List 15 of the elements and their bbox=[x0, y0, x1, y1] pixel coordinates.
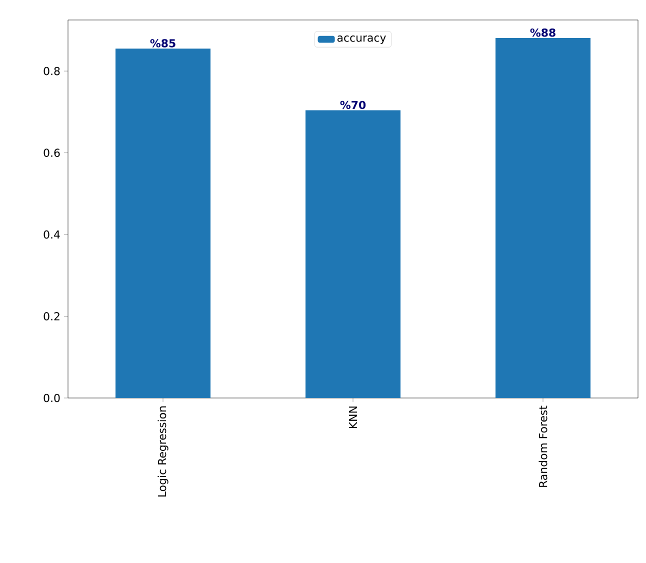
x-tick-label: KNN bbox=[349, 406, 357, 428]
bar bbox=[116, 48, 210, 398]
bar bbox=[496, 38, 591, 398]
data-label: %85 bbox=[150, 39, 176, 48]
x-tick-label: Random Forest bbox=[538, 406, 548, 487]
x-tick-label: Logic Regression bbox=[158, 406, 168, 497]
legend-label: accuracy bbox=[337, 36, 386, 44]
bar bbox=[306, 110, 401, 398]
y-tick-label: 0.2 bbox=[44, 312, 60, 320]
y-tick-label: 0.4 bbox=[44, 230, 60, 239]
data-label: %70 bbox=[340, 100, 366, 110]
y-tick-label: 0.0 bbox=[44, 394, 60, 402]
y-tick-label: 0.8 bbox=[44, 66, 60, 76]
data-label: %88 bbox=[530, 28, 556, 37]
y-tick-label: 0.6 bbox=[44, 148, 60, 157]
